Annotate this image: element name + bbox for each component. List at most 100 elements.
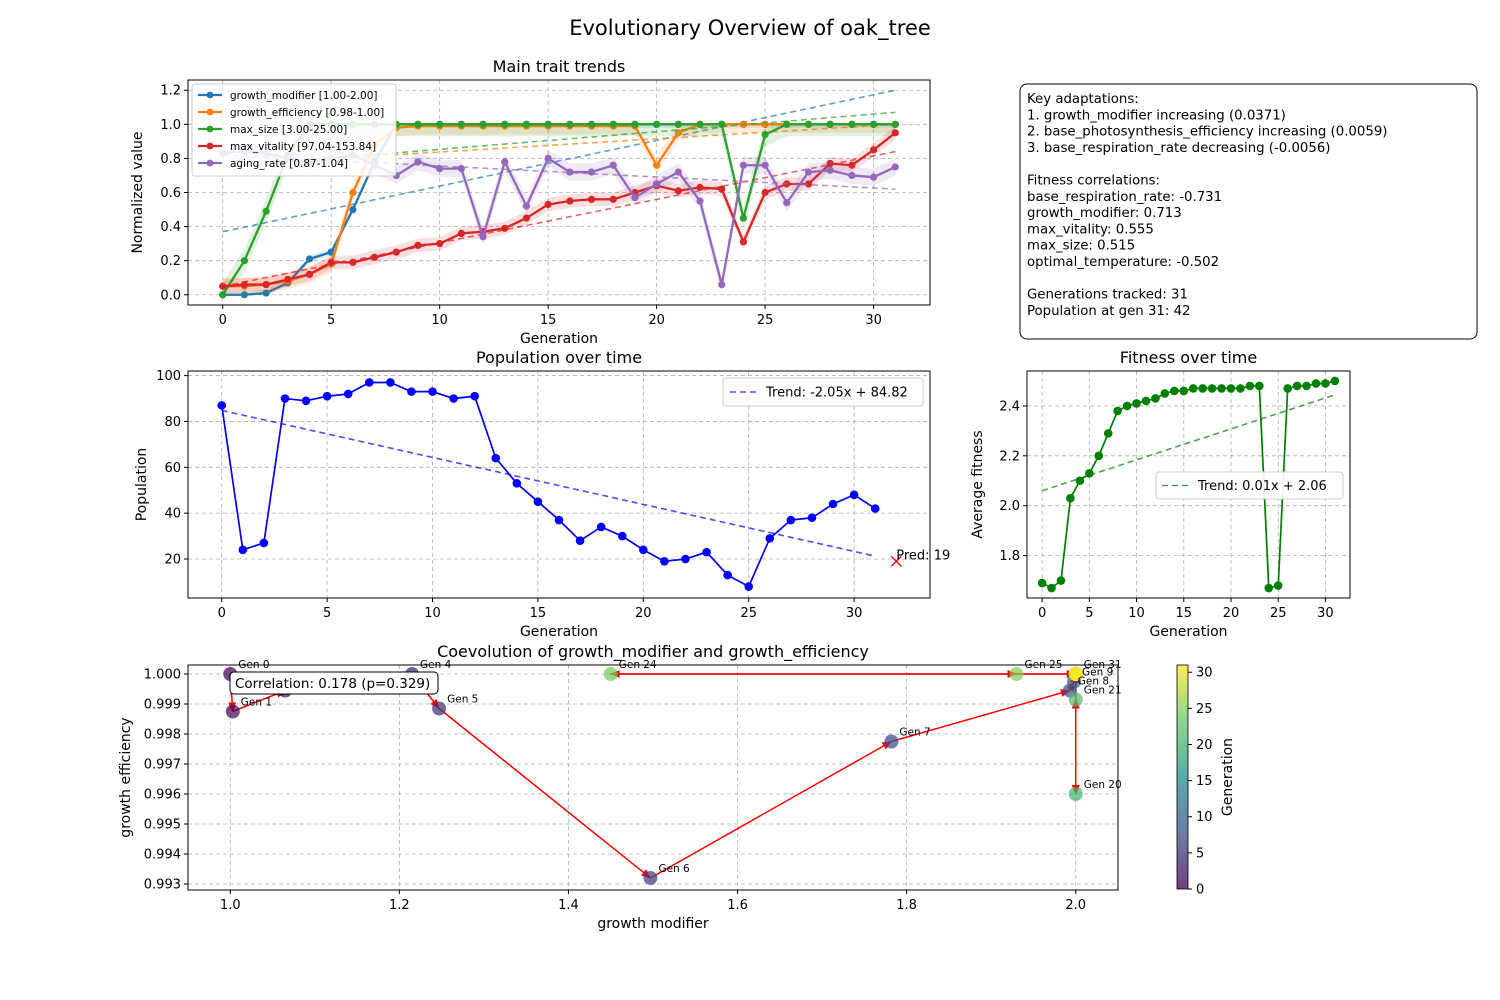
colorbar-label: Generation xyxy=(1220,738,1236,816)
colorbar-gradient xyxy=(1177,665,1188,889)
data-point xyxy=(1047,583,1056,593)
legend-frame xyxy=(191,83,397,177)
data-point xyxy=(1132,399,1141,408)
plot-border xyxy=(187,370,931,599)
x-tick-label: 1.8 xyxy=(896,898,917,913)
data-point xyxy=(869,120,878,128)
y-tick-label: 1.2 xyxy=(160,84,181,99)
annotation-text: Correlation: 0.178 (p=0.329) xyxy=(235,676,430,692)
data-point xyxy=(696,120,704,128)
data-point xyxy=(301,396,311,406)
data-point xyxy=(783,120,791,128)
data-point xyxy=(566,120,574,128)
series-line xyxy=(222,131,896,288)
x-tick-label: 20 xyxy=(1223,606,1240,621)
data-point xyxy=(1311,379,1321,388)
x-tick-label: 0 xyxy=(219,313,227,328)
y-tick-label: 1.000 xyxy=(144,668,181,683)
data-point xyxy=(349,188,357,197)
info-line: Population at gen 31: 42 xyxy=(1027,304,1191,319)
data-point xyxy=(869,173,878,181)
data-point xyxy=(370,253,379,261)
data-point xyxy=(305,255,314,263)
data-point xyxy=(631,120,639,128)
scatter-point xyxy=(225,704,240,719)
data-point xyxy=(1273,581,1283,590)
data-point xyxy=(428,387,437,396)
data-point xyxy=(280,394,290,403)
data-point xyxy=(761,130,769,139)
chart-title: Population over time xyxy=(476,348,642,367)
data-point xyxy=(479,233,487,241)
data-point xyxy=(436,240,444,248)
data-point xyxy=(1113,406,1122,416)
info-line: 3. base_respiration_rate decreasing (-0.… xyxy=(1027,141,1331,156)
legend-swatch-marker xyxy=(206,125,214,133)
y-tick-label: 0.2 xyxy=(160,254,181,269)
info-line: optimal_temperature: -0.502 xyxy=(1027,255,1219,270)
data-point xyxy=(1283,384,1292,393)
point-label: Gen 8 xyxy=(1078,676,1109,688)
scatter-point xyxy=(432,701,447,716)
scatter-point xyxy=(1009,667,1024,681)
x-tick-label: 5 xyxy=(1085,606,1093,621)
data-point xyxy=(804,180,813,188)
legend: Trend: -2.05x + 84.82 xyxy=(722,377,924,407)
data-point xyxy=(609,120,617,128)
data-point xyxy=(674,187,682,195)
annotation-frame xyxy=(229,671,439,695)
data-point xyxy=(1141,396,1151,406)
data-point xyxy=(327,248,335,256)
data-point xyxy=(414,120,422,128)
data-point xyxy=(1255,381,1264,391)
data-point xyxy=(826,120,834,128)
data-point xyxy=(587,168,596,176)
info-line: growth_modifier: 0.713 xyxy=(1027,206,1182,221)
data-point xyxy=(765,534,775,543)
x-tick-label: 10 xyxy=(424,606,441,621)
colorbar-frame xyxy=(1176,664,1189,890)
x-tick-label: 15 xyxy=(540,313,557,328)
x-tick-label: 5 xyxy=(323,606,331,621)
data-point xyxy=(653,120,661,128)
info-line: max_size: 0.515 xyxy=(1027,239,1135,254)
data-point xyxy=(414,241,422,249)
data-point xyxy=(660,557,669,566)
legend-label: growth_efficiency [0.98-1.00] xyxy=(230,107,384,119)
data-point xyxy=(1037,578,1047,588)
data-point xyxy=(566,197,574,205)
scatter-point xyxy=(884,734,899,749)
y-tick-label: 1.0 xyxy=(160,118,181,133)
data-point xyxy=(407,387,416,396)
data-point xyxy=(1226,384,1236,393)
data-point xyxy=(501,120,509,128)
x-tick-label: 20 xyxy=(635,606,652,621)
x-tick-label: 10 xyxy=(1128,606,1145,621)
legend-frame xyxy=(1155,471,1344,500)
data-point xyxy=(501,224,509,232)
trend-line xyxy=(222,89,896,233)
x-tick-label: 2.0 xyxy=(1065,898,1086,913)
legend-swatch-marker xyxy=(206,159,214,167)
data-point xyxy=(343,389,353,399)
data-point xyxy=(1207,384,1217,393)
point-label: Gen 1 xyxy=(241,697,272,709)
x-axis-label: Generation xyxy=(520,331,598,347)
legend-label: max_vitality [97.04-153.84] xyxy=(230,141,376,153)
data-point xyxy=(739,238,748,246)
scatter-point xyxy=(1068,787,1083,801)
population-line xyxy=(220,381,876,588)
y-tick-label: 0.999 xyxy=(144,698,181,713)
y-tick-label: 60 xyxy=(164,461,181,476)
y-tick-label: 2.2 xyxy=(999,449,1020,464)
point-label: Gen 20 xyxy=(1084,779,1122,791)
x-tick-label: 0 xyxy=(1038,606,1046,621)
colorbar-tick-label: 5 xyxy=(1196,846,1204,861)
y-tick-label: 100 xyxy=(156,369,181,384)
data-point xyxy=(587,195,596,203)
data-point xyxy=(522,202,531,210)
fitness-chart: 0 5 10 15 20 25 30 1.8 2.0 2.2 2.4 Generation Averag… xyxy=(970,348,1351,640)
data-point xyxy=(322,391,332,401)
point-label: Gen 6 xyxy=(658,863,690,875)
chart-title: Coevolution of growth_modifier and growt… xyxy=(437,642,869,662)
